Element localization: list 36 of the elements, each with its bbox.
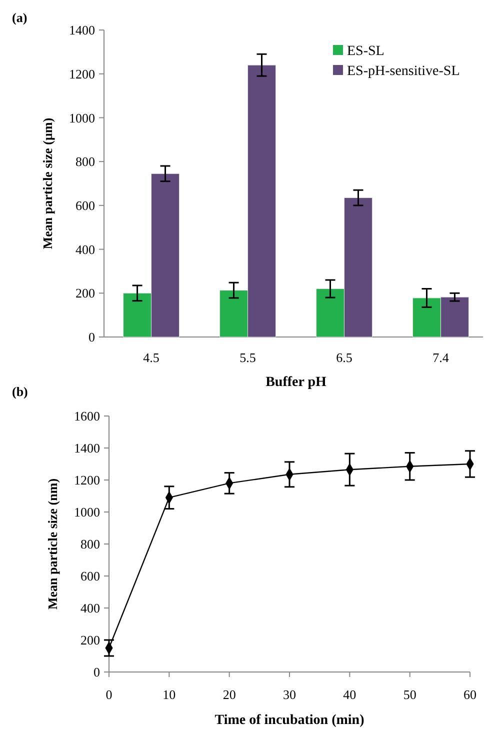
x-axis-title: Buffer pH bbox=[266, 375, 327, 390]
x-tick-label: 40 bbox=[343, 687, 356, 702]
x-tick-label: 50 bbox=[403, 687, 416, 702]
y-tick-label: 0 bbox=[94, 664, 100, 680]
x-tick-label: 10 bbox=[162, 687, 176, 702]
y-tick-label: 1200 bbox=[74, 472, 100, 488]
x-tick-label: 6.5 bbox=[336, 350, 352, 365]
y-tick-label: 800 bbox=[80, 536, 100, 552]
x-tick-label: 30 bbox=[283, 687, 296, 702]
chart-title: (a) bbox=[12, 10, 28, 25]
y-tick-label: 800 bbox=[76, 154, 95, 170]
y-tick-label: 200 bbox=[76, 286, 95, 301]
x-tick-label: 0 bbox=[106, 687, 112, 702]
x-tick-label: 60 bbox=[464, 687, 476, 702]
y-tick-label: 1600 bbox=[74, 408, 100, 424]
y-tick-label: 1000 bbox=[69, 110, 95, 126]
y-tick-label: 0 bbox=[88, 330, 95, 345]
x-tick-label: 4.5 bbox=[143, 350, 160, 365]
y-tick-label: 600 bbox=[80, 568, 100, 584]
y-tick-label: 1400 bbox=[69, 22, 95, 38]
chart-title: (b) bbox=[12, 384, 28, 399]
x-tick-label: 7.4 bbox=[432, 350, 450, 365]
y-tick-label: 1000 bbox=[74, 504, 100, 520]
y-tick-label: 400 bbox=[76, 242, 95, 257]
legend-label: ES-pH-sensitive-SL bbox=[347, 64, 460, 79]
y-tick-label: 200 bbox=[80, 632, 100, 648]
x-tick-label: 20 bbox=[222, 687, 236, 702]
y-axis-title: Mean particle size (nm) bbox=[45, 478, 60, 610]
x-axis-title: Time of incubation (min) bbox=[214, 713, 365, 728]
x-tick-label: 5.5 bbox=[240, 350, 256, 365]
y-tick-label: 1200 bbox=[69, 66, 95, 82]
legend-label: ES-SL bbox=[347, 44, 384, 59]
y-tick-label: 600 bbox=[76, 198, 95, 213]
y-tick-label: 1400 bbox=[74, 440, 100, 456]
y-axis-title: Mean particle size (µm) bbox=[40, 118, 55, 250]
y-tick-label: 400 bbox=[80, 600, 100, 616]
